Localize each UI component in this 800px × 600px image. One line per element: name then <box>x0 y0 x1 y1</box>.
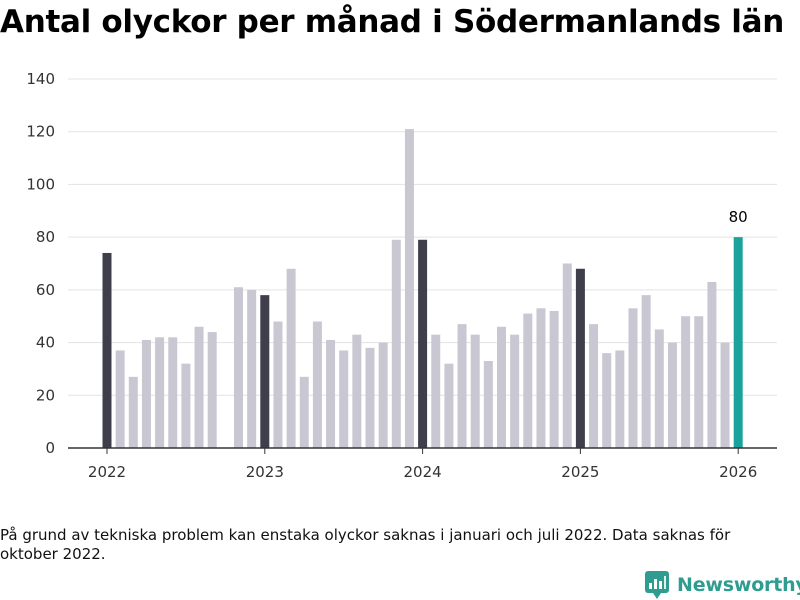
x-axis <box>68 447 777 454</box>
bar-2025-09[interactable] <box>681 316 691 448</box>
bar-2025-07[interactable] <box>654 329 664 448</box>
bar-2024-11[interactable] <box>549 310 559 448</box>
y-tick-label-0: 0 <box>45 439 55 457</box>
bar-2022-11[interactable] <box>234 287 243 448</box>
bar-2023-10[interactable] <box>378 342 388 448</box>
x-tick-label-2022: 2022 <box>88 463 126 480</box>
bar-2022-05[interactable] <box>155 337 165 448</box>
bar-series <box>102 129 743 449</box>
tick-labels: 0 20 40 60 80 100 120 140 80 2022 2023 2024 2025 2026 <box>26 70 757 480</box>
bar-2022-07[interactable] <box>181 363 191 448</box>
bar-2025-02[interactable] <box>589 324 599 448</box>
bar-2023-02[interactable] <box>273 321 283 448</box>
bar-2024-04[interactable] <box>457 324 467 448</box>
y-tick-label-20: 20 <box>36 386 55 404</box>
y-tick-label-80: 80 <box>36 228 55 246</box>
bar-2023-06[interactable] <box>326 339 336 448</box>
bar-chart: 0 20 40 60 80 100 120 140 80 2022 2023 2024 2025 2026 <box>26 70 777 480</box>
bar-2025-04[interactable] <box>615 350 625 448</box>
bar-2022-12[interactable] <box>247 289 257 448</box>
bar-2024-05[interactable] <box>470 334 480 448</box>
x-tick-label-2026: 2026 <box>719 463 757 480</box>
bar-2025-03[interactable] <box>602 353 612 448</box>
y-tick-label-60: 60 <box>36 281 55 299</box>
bar-2025-05[interactable] <box>628 308 638 448</box>
bar-2024-02[interactable] <box>431 334 441 448</box>
data-label-latest: 80 <box>729 208 748 226</box>
brand-name: Newsworthy <box>677 574 800 596</box>
bar-2022-03[interactable] <box>128 376 138 448</box>
bar-2022-01[interactable] <box>102 252 112 448</box>
bar-2022-06[interactable] <box>168 337 178 448</box>
bar-2024-08[interactable] <box>510 334 520 448</box>
bar-2022-08[interactable] <box>194 326 204 448</box>
bar-2023-05[interactable] <box>312 321 322 448</box>
x-tick-label-2025: 2025 <box>561 463 599 480</box>
bar-2025-11[interactable] <box>707 281 717 448</box>
bar-2022-02[interactable] <box>115 350 125 448</box>
bar-2025-01[interactable] <box>575 268 585 448</box>
chart-title: Antal olyckor per månad i Södermanlands … <box>0 4 784 40</box>
bar-2024-12[interactable] <box>562 263 572 449</box>
y-tick-label-100: 100 <box>26 175 55 193</box>
y-tick-label-120: 120 <box>26 123 55 141</box>
bar-2025-10[interactable] <box>694 316 704 448</box>
bar-2024-03[interactable] <box>444 363 454 448</box>
y-tick-label-40: 40 <box>36 334 55 352</box>
bar-2023-09[interactable] <box>365 347 375 448</box>
bar-2022-09[interactable] <box>207 332 217 448</box>
x-tick-label-2024: 2024 <box>404 463 442 480</box>
bar-2025-08[interactable] <box>667 342 677 448</box>
bar-2024-07[interactable] <box>497 326 506 448</box>
bar-2024-10[interactable] <box>536 308 546 448</box>
brand[interactable]: Newsworthy <box>645 570 800 600</box>
bar-2023-04[interactable] <box>299 376 309 448</box>
y-tick-label-140: 140 <box>26 70 55 88</box>
bar-2023-11[interactable] <box>391 239 401 448</box>
x-tick-label-2023: 2023 <box>246 463 284 480</box>
bar-2025-12[interactable] <box>720 342 730 448</box>
bar-2023-01[interactable] <box>260 295 270 448</box>
newsworthy-logo-icon <box>645 571 669 599</box>
bar-2022-04[interactable] <box>141 339 151 448</box>
bar-2024-09[interactable] <box>523 313 533 448</box>
bar-2024-01[interactable] <box>418 239 428 448</box>
bar-2026-01[interactable] <box>733 237 743 448</box>
footnote: På grund av tekniska problem kan enstaka… <box>0 526 731 563</box>
bar-2023-12[interactable] <box>404 129 414 448</box>
bar-2024-06[interactable] <box>483 361 493 448</box>
bar-2025-06[interactable] <box>641 295 651 448</box>
bar-2023-03[interactable] <box>286 268 296 448</box>
bar-2023-07[interactable] <box>339 350 349 448</box>
bar-2023-08[interactable] <box>352 334 362 448</box>
